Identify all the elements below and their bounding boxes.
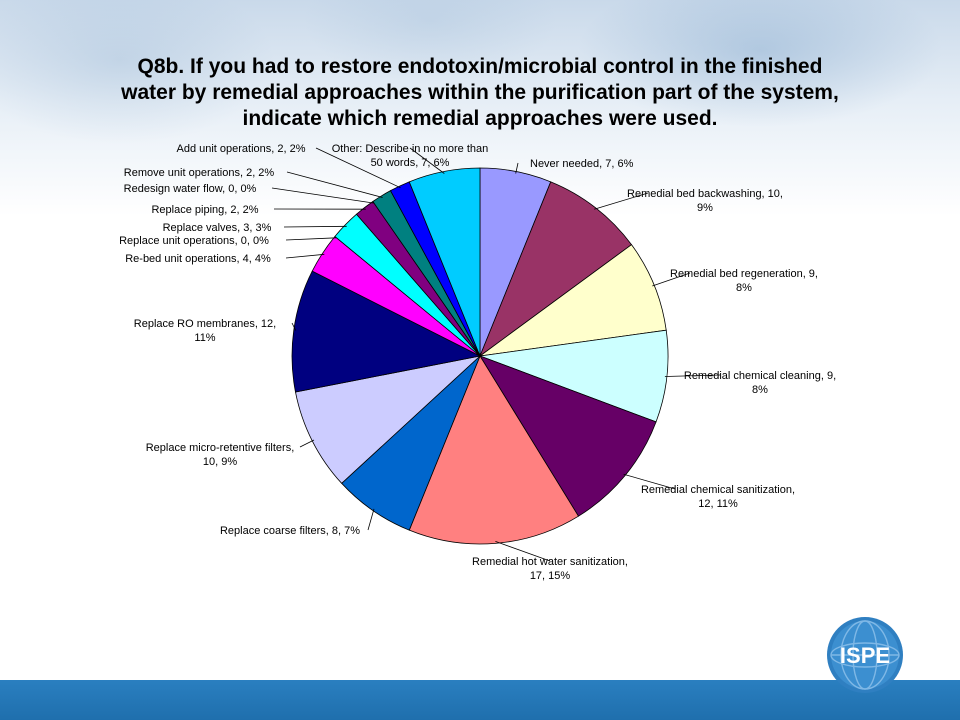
slice-label-remedial-hot-water-sanitization: Remedial hot water sanitization, 17, 15%	[472, 556, 628, 582]
leader-line-remedial-bed-regeneration	[652, 272, 691, 287]
slice-label-re-bed-unit-operations: Re-bed unit operations, 4, 4%	[125, 253, 271, 265]
slice-label-remedial-bed-backwashing: Remedial bed backwashing, 10, 9%	[627, 188, 783, 214]
pie-slice-replace-ro-membranes	[291, 270, 482, 393]
slice-label-never-needed: Never needed, 7, 6%	[530, 158, 634, 170]
pie-slice-other-describe-in-no-more-than-50-words	[408, 167, 481, 357]
leader-line-redesign-water-flow	[271, 187, 375, 204]
leader-lines	[271, 147, 721, 562]
title-line-1: Q8b. If you had to restore endotoxin/mic…	[137, 55, 823, 78]
slice-label-remove-unit-operations: Remove unit operations, 2, 2%	[124, 167, 275, 179]
leader-line-never-needed	[515, 162, 519, 174]
slice-label-replace-piping: Replace piping, 2, 2%	[151, 204, 258, 216]
pie-slice-remedial-hot-water-sanitization	[408, 355, 580, 545]
slice-label-remedial-chemical-sanitization: Remedial chemical sanitization, 12, 11%	[641, 484, 795, 510]
slice-label-replace-ro-membranes: Replace RO membranes, 12, 11%	[134, 318, 276, 344]
leader-line-remove-unit-operations	[286, 171, 383, 198]
leader-line-remedial-chemical-sanitization	[623, 473, 676, 490]
leader-line-replace-micro-retentive-filters	[299, 439, 315, 448]
footer-bar	[0, 680, 960, 720]
slice-label-other-describe-in-no-more-than-50-words: Other: Describe in no more than 50 words,…	[332, 143, 489, 169]
slice-labels: Never needed, 7, 6% Remedial bed backwash…	[119, 143, 836, 582]
leader-line-re-bed-unit-operations	[285, 253, 325, 259]
leader-line-remedial-hot-water-sanitization	[495, 541, 551, 562]
slice-label-replace-micro-retentive-filters: Replace micro-retentive filters, 10, 9%	[146, 442, 295, 468]
title-line-2: water by remedial approaches within the …	[121, 81, 839, 104]
leader-line-replace-unit-operations	[285, 237, 337, 241]
leader-line-remedial-bed-backwashing	[594, 192, 649, 210]
leader-line-replace-coarse-filters	[367, 508, 375, 531]
leader-line-add-unit-operations	[315, 147, 401, 189]
leader-line-remedial-chemical-cleaning	[664, 374, 721, 377]
slice-label-redesign-water-flow: Redesign water flow, 0, 0%	[124, 183, 257, 195]
slice-label-add-unit-operations: Add unit operations, 2, 2%	[176, 143, 305, 155]
ispe-logo: ISPE	[827, 617, 903, 693]
slice-label-replace-unit-operations: Replace unit operations, 0, 0%	[119, 235, 269, 247]
slice-label-replace-coarse-filters: Replace coarse filters, 8, 7%	[220, 525, 360, 537]
pie-slice-remedial-bed-backwashing	[479, 181, 633, 358]
logo-text: ISPE	[840, 643, 890, 668]
pie-chart: Never needed, 7, 6% Remedial bed backwash…	[119, 143, 836, 582]
pie-slices	[291, 167, 669, 545]
leader-line-replace-ro-membranes	[291, 322, 297, 331]
slice-label-replace-valves: Replace valves, 3, 3%	[163, 222, 272, 234]
title-line-3: indicate which remedial approaches were …	[242, 107, 718, 130]
slide-title: Q8b. If you had to restore endotoxin/mic…	[80, 54, 880, 132]
slice-label-remedial-bed-regeneration: Remedial bed regeneration, 9, 8%	[670, 268, 818, 294]
slice-label-remedial-chemical-cleaning: Remedial chemical cleaning, 9, 8%	[684, 370, 836, 396]
leader-line-replace-valves	[283, 225, 347, 228]
leader-line-other-describe-in-no-more-than-50-words	[409, 147, 445, 174]
pie-slice-remedial-chemical-sanitization	[479, 355, 657, 517]
